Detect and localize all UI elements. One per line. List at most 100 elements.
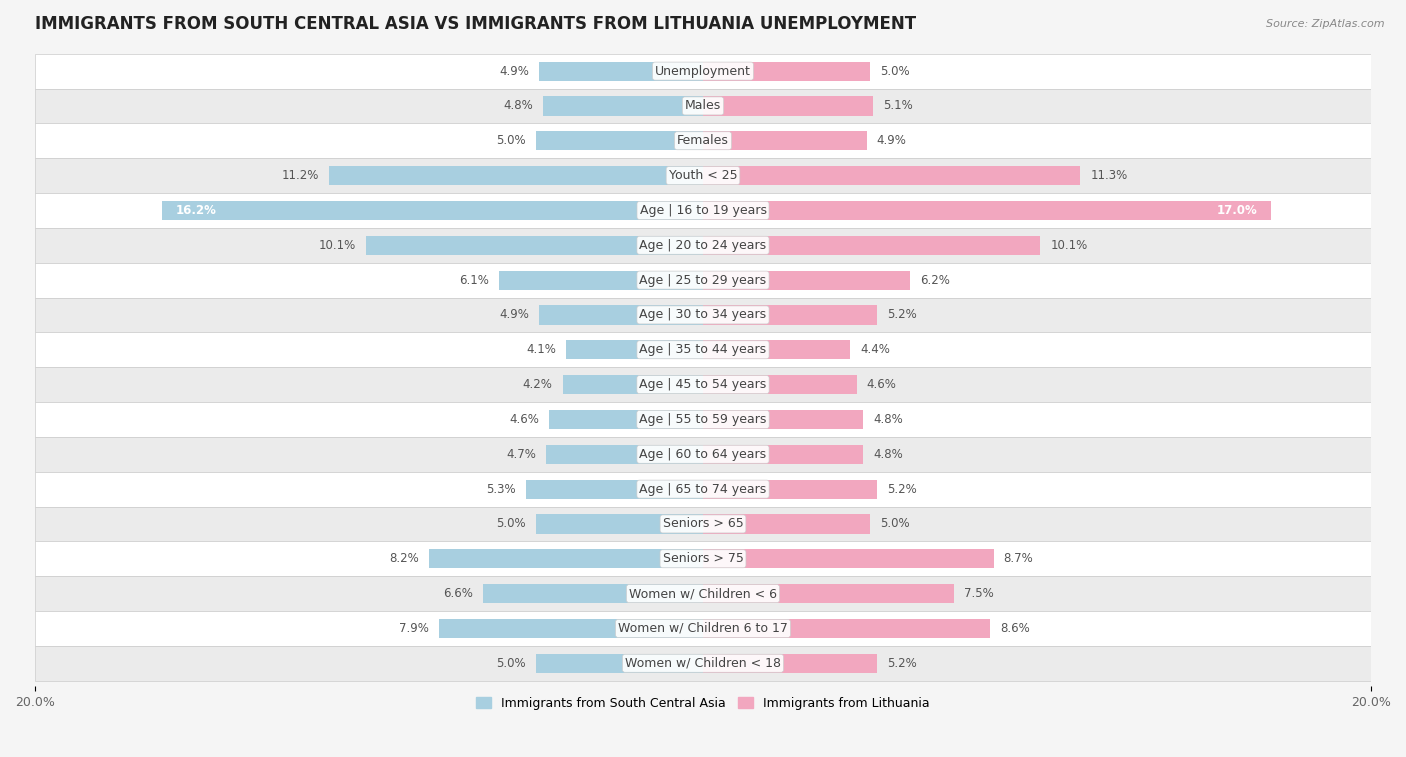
Text: 11.3%: 11.3% <box>1091 169 1128 182</box>
Text: Seniors > 75: Seniors > 75 <box>662 553 744 565</box>
FancyBboxPatch shape <box>35 228 1371 263</box>
Text: 8.6%: 8.6% <box>1000 622 1031 635</box>
FancyBboxPatch shape <box>35 506 1371 541</box>
Bar <box>567 340 703 360</box>
Text: Females: Females <box>678 134 728 148</box>
Bar <box>482 584 703 603</box>
Text: 5.3%: 5.3% <box>486 483 516 496</box>
Bar <box>703 340 851 360</box>
Bar <box>703 549 994 569</box>
Bar <box>703 305 877 325</box>
Legend: Immigrants from South Central Asia, Immigrants from Lithuania: Immigrants from South Central Asia, Immi… <box>471 692 935 715</box>
Bar <box>329 166 703 185</box>
Text: 4.4%: 4.4% <box>860 343 890 357</box>
Text: 10.1%: 10.1% <box>1050 238 1088 252</box>
Bar <box>703 270 910 290</box>
Bar <box>526 479 703 499</box>
Text: Age | 16 to 19 years: Age | 16 to 19 years <box>640 204 766 217</box>
Bar <box>550 410 703 429</box>
Text: 5.0%: 5.0% <box>496 518 526 531</box>
Bar <box>536 514 703 534</box>
Text: Women w/ Children < 18: Women w/ Children < 18 <box>626 657 780 670</box>
Bar <box>546 444 703 464</box>
Text: 5.2%: 5.2% <box>887 308 917 322</box>
Text: Age | 45 to 54 years: Age | 45 to 54 years <box>640 378 766 391</box>
FancyBboxPatch shape <box>35 367 1371 402</box>
Text: 7.5%: 7.5% <box>963 587 993 600</box>
Text: Age | 20 to 24 years: Age | 20 to 24 years <box>640 238 766 252</box>
Text: Age | 25 to 29 years: Age | 25 to 29 years <box>640 273 766 287</box>
Text: 5.0%: 5.0% <box>496 134 526 148</box>
Text: 4.1%: 4.1% <box>526 343 555 357</box>
FancyBboxPatch shape <box>35 472 1371 506</box>
Text: Source: ZipAtlas.com: Source: ZipAtlas.com <box>1267 19 1385 29</box>
FancyBboxPatch shape <box>35 541 1371 576</box>
Text: Age | 65 to 74 years: Age | 65 to 74 years <box>640 483 766 496</box>
Bar <box>499 270 703 290</box>
Bar <box>703 96 873 116</box>
Bar <box>536 131 703 151</box>
Text: Women w/ Children 6 to 17: Women w/ Children 6 to 17 <box>619 622 787 635</box>
Bar <box>703 584 953 603</box>
FancyBboxPatch shape <box>35 89 1371 123</box>
Text: 4.9%: 4.9% <box>499 64 529 77</box>
Bar <box>703 131 866 151</box>
Text: Unemployment: Unemployment <box>655 64 751 77</box>
Text: 4.8%: 4.8% <box>873 413 903 426</box>
Text: 5.0%: 5.0% <box>496 657 526 670</box>
Text: 4.9%: 4.9% <box>877 134 907 148</box>
FancyBboxPatch shape <box>35 611 1371 646</box>
FancyBboxPatch shape <box>35 646 1371 681</box>
Bar <box>543 96 703 116</box>
Text: 8.7%: 8.7% <box>1004 553 1033 565</box>
Bar <box>703 444 863 464</box>
Text: 5.2%: 5.2% <box>887 657 917 670</box>
Text: Age | 60 to 64 years: Age | 60 to 64 years <box>640 447 766 461</box>
FancyBboxPatch shape <box>35 576 1371 611</box>
Bar <box>562 375 703 394</box>
Text: Youth < 25: Youth < 25 <box>669 169 737 182</box>
Text: 5.0%: 5.0% <box>880 64 910 77</box>
Bar <box>366 235 703 255</box>
Bar <box>429 549 703 569</box>
Text: 7.9%: 7.9% <box>399 622 429 635</box>
FancyBboxPatch shape <box>35 158 1371 193</box>
Text: 5.1%: 5.1% <box>883 99 912 113</box>
Text: 4.6%: 4.6% <box>866 378 897 391</box>
Bar <box>703 514 870 534</box>
Text: 10.1%: 10.1% <box>318 238 356 252</box>
Bar <box>536 654 703 673</box>
Bar <box>703 375 856 394</box>
Text: 8.2%: 8.2% <box>389 553 419 565</box>
Bar <box>703 619 990 638</box>
Text: Age | 55 to 59 years: Age | 55 to 59 years <box>640 413 766 426</box>
Text: 4.8%: 4.8% <box>873 447 903 461</box>
Text: Age | 30 to 34 years: Age | 30 to 34 years <box>640 308 766 322</box>
FancyBboxPatch shape <box>35 332 1371 367</box>
Bar <box>703 479 877 499</box>
Bar <box>703 654 877 673</box>
Text: Seniors > 65: Seniors > 65 <box>662 518 744 531</box>
Text: Age | 35 to 44 years: Age | 35 to 44 years <box>640 343 766 357</box>
Bar <box>703 166 1080 185</box>
Text: IMMIGRANTS FROM SOUTH CENTRAL ASIA VS IMMIGRANTS FROM LITHUANIA UNEMPLOYMENT: IMMIGRANTS FROM SOUTH CENTRAL ASIA VS IM… <box>35 15 917 33</box>
Text: Males: Males <box>685 99 721 113</box>
FancyBboxPatch shape <box>35 263 1371 298</box>
Text: 4.7%: 4.7% <box>506 447 536 461</box>
FancyBboxPatch shape <box>35 123 1371 158</box>
Bar <box>703 410 863 429</box>
Text: 4.8%: 4.8% <box>503 99 533 113</box>
Bar <box>703 235 1040 255</box>
FancyBboxPatch shape <box>35 54 1371 89</box>
Bar <box>439 619 703 638</box>
Bar <box>703 201 1271 220</box>
Bar <box>540 61 703 81</box>
FancyBboxPatch shape <box>35 298 1371 332</box>
FancyBboxPatch shape <box>35 437 1371 472</box>
Bar <box>162 201 703 220</box>
FancyBboxPatch shape <box>35 402 1371 437</box>
Text: 6.1%: 6.1% <box>460 273 489 287</box>
Text: 6.6%: 6.6% <box>443 587 472 600</box>
Text: 4.6%: 4.6% <box>509 413 540 426</box>
Text: 4.9%: 4.9% <box>499 308 529 322</box>
